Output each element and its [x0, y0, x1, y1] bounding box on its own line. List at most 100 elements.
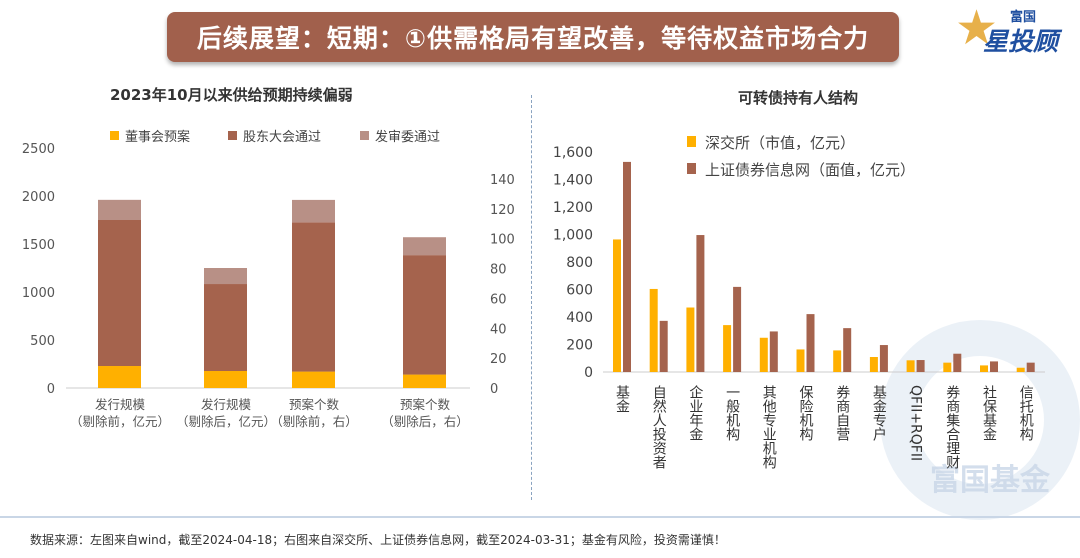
bar [796, 349, 805, 372]
bar [980, 365, 988, 372]
legend-label: 董事会预案 [125, 130, 190, 145]
bar-segment [98, 366, 141, 388]
bar-segment [403, 255, 446, 375]
footer-divider [0, 516, 1080, 518]
bar [833, 350, 842, 372]
legend-swatch [110, 131, 119, 140]
logo-top: 富国 [1010, 10, 1037, 25]
left-y-tick: 2000 [22, 190, 55, 205]
y-tick: 600 [566, 283, 593, 299]
legend-label: 发审委通过 [375, 129, 440, 145]
bar [686, 307, 695, 372]
legend-label: 上证债券信息网（面值，亿元） [705, 161, 915, 179]
bar [659, 320, 668, 372]
bar [723, 325, 732, 372]
x-tick-label: 自然人投资者 [651, 385, 667, 469]
page-title: 后续展望：短期：①供需格局有望改善，等待权益市场合力 [167, 12, 899, 62]
right-y-tick: 20 [490, 352, 507, 367]
x-tick-label: 预案个数 [400, 397, 451, 412]
right-y-tick: 60 [490, 292, 507, 307]
bar-segment [204, 371, 247, 388]
x-tick-label: （剔除后，亿元） [176, 414, 276, 429]
bar [649, 288, 658, 372]
legend-label: 深交所（市值，亿元） [705, 134, 855, 152]
x-tick-label: （剔除前，右） [270, 414, 358, 429]
bar [943, 362, 952, 372]
right-y-tick: 40 [490, 322, 507, 337]
right-y-tick: 140 [490, 173, 515, 188]
y-tick: 1,200 [553, 200, 593, 216]
logo: ★ 富国 星投顾 [955, 2, 1075, 58]
x-tick-label: （剔除前，亿元） [70, 414, 170, 429]
x-tick-label: 保险机构 [798, 385, 814, 442]
logo-main: 星投顾 [983, 27, 1059, 56]
y-tick: 800 [566, 255, 593, 271]
y-tick: 400 [566, 310, 593, 326]
bar [1026, 362, 1035, 372]
bar [806, 314, 815, 372]
x-tick-label: 信托机构 [1018, 385, 1034, 442]
x-tick-label: 企业年金 [687, 384, 703, 441]
bar [623, 161, 631, 372]
y-tick: 200 [566, 338, 593, 354]
legend-swatch [687, 163, 696, 174]
bar [953, 353, 962, 372]
x-tick-label: （剔除后，右） [381, 414, 469, 429]
bar-segment [98, 220, 141, 367]
bar-segment [292, 222, 335, 372]
right-y-tick: 100 [490, 233, 515, 248]
legend-swatch [228, 131, 237, 140]
right-y-tick: 0 [490, 382, 498, 397]
bar [759, 337, 768, 372]
right-chart-title: 可转债持有人结构 [738, 89, 859, 107]
left-y-tick: 0 [47, 382, 55, 397]
bar-segment [403, 374, 446, 388]
bar [879, 345, 888, 372]
bar [843, 328, 852, 372]
left-y-tick: 2500 [22, 142, 55, 157]
legend-label: 股东大会通过 [243, 130, 321, 145]
legend-swatch [360, 131, 369, 140]
bar [990, 361, 998, 372]
x-tick-label: 发行规模 [201, 397, 252, 412]
watermark: 富国基金 [930, 463, 1050, 498]
bar [869, 357, 878, 372]
y-tick: 1,600 [553, 145, 593, 161]
x-tick-label: 基金 [614, 384, 630, 413]
left-chart-title: 2023年10月以来供给预期持续偏弱 [110, 86, 353, 104]
x-tick-label: 其他专业机构 [761, 385, 777, 470]
left-y-tick: 500 [30, 334, 55, 349]
left-y-tick: 1500 [22, 238, 55, 253]
x-tick-label: 券商集合理财 [944, 385, 960, 470]
x-tick-label: 券商自营 [834, 385, 850, 441]
bar [613, 239, 621, 372]
bar [769, 331, 778, 372]
bar [1016, 367, 1025, 372]
x-tick-label: 一般机构 [724, 385, 740, 442]
bar [906, 360, 915, 372]
x-tick-label: 社保基金 [981, 385, 997, 441]
bar [916, 360, 925, 372]
divider [531, 95, 532, 500]
y-tick: 0 [584, 365, 593, 381]
bar-segment [403, 237, 446, 256]
x-tick-label: QFII+RQFII [908, 385, 924, 461]
bar-segment [292, 199, 335, 223]
x-tick-label: 基金专户 [871, 384, 887, 442]
x-tick-label: 预案个数 [289, 397, 340, 412]
bar-segment [204, 268, 247, 285]
right-y-tick: 80 [490, 263, 507, 278]
left-y-tick: 1000 [22, 286, 55, 301]
bar-segment [292, 371, 335, 388]
bar-segment [98, 199, 141, 220]
y-tick: 1,400 [553, 173, 593, 189]
legend-swatch [687, 136, 696, 147]
footer-source: 数据来源：左图来自wind，截至2024-04-18；右图来自深交所、上证债券信… [30, 533, 726, 547]
bar [696, 235, 705, 372]
bar [733, 286, 742, 372]
y-tick: 1,000 [553, 228, 593, 244]
star-icon: ★ [955, 0, 999, 56]
x-tick-label: 发行规模 [95, 397, 146, 412]
right-y-tick: 120 [490, 203, 515, 218]
